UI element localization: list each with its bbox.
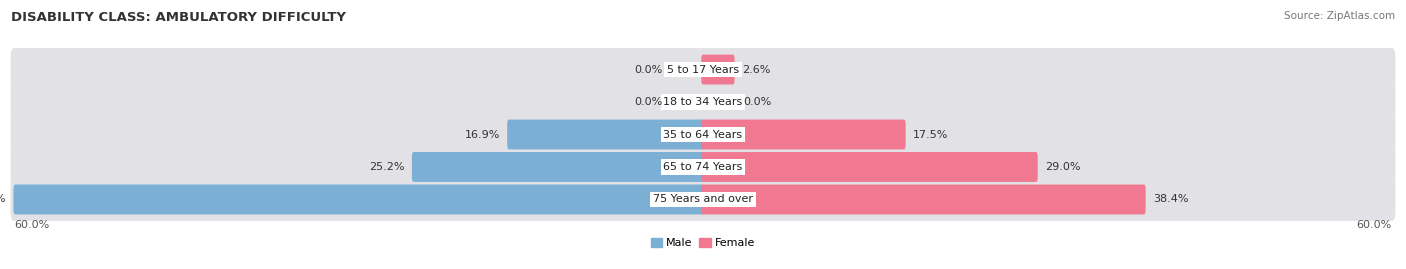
Text: 0.0%: 0.0% [634,97,662,107]
Text: 16.9%: 16.9% [464,129,499,140]
FancyBboxPatch shape [702,185,1146,214]
Text: 59.9%: 59.9% [0,194,6,204]
Text: 5 to 17 Years: 5 to 17 Years [666,65,740,75]
Text: 18 to 34 Years: 18 to 34 Years [664,97,742,107]
Text: 0.0%: 0.0% [634,65,662,75]
FancyBboxPatch shape [14,185,704,214]
FancyBboxPatch shape [11,178,1395,221]
FancyBboxPatch shape [11,48,1395,91]
Legend: Male, Female: Male, Female [647,233,759,253]
FancyBboxPatch shape [508,119,704,150]
Text: 60.0%: 60.0% [1357,220,1392,230]
FancyBboxPatch shape [11,113,1395,156]
FancyBboxPatch shape [11,146,1395,188]
Text: 17.5%: 17.5% [912,129,949,140]
FancyBboxPatch shape [702,55,734,84]
Text: 35 to 64 Years: 35 to 64 Years [664,129,742,140]
FancyBboxPatch shape [702,152,1038,182]
Text: 0.0%: 0.0% [744,97,772,107]
Text: 2.6%: 2.6% [742,65,770,75]
Text: 60.0%: 60.0% [14,220,49,230]
Text: 38.4%: 38.4% [1153,194,1188,204]
Text: DISABILITY CLASS: AMBULATORY DIFFICULTY: DISABILITY CLASS: AMBULATORY DIFFICULTY [11,11,346,24]
Text: 25.2%: 25.2% [368,162,405,172]
FancyBboxPatch shape [412,152,704,182]
Text: 75 Years and over: 75 Years and over [652,194,754,204]
Text: Source: ZipAtlas.com: Source: ZipAtlas.com [1284,11,1395,21]
Text: 65 to 74 Years: 65 to 74 Years [664,162,742,172]
Text: 29.0%: 29.0% [1045,162,1081,172]
FancyBboxPatch shape [702,119,905,150]
FancyBboxPatch shape [11,81,1395,123]
